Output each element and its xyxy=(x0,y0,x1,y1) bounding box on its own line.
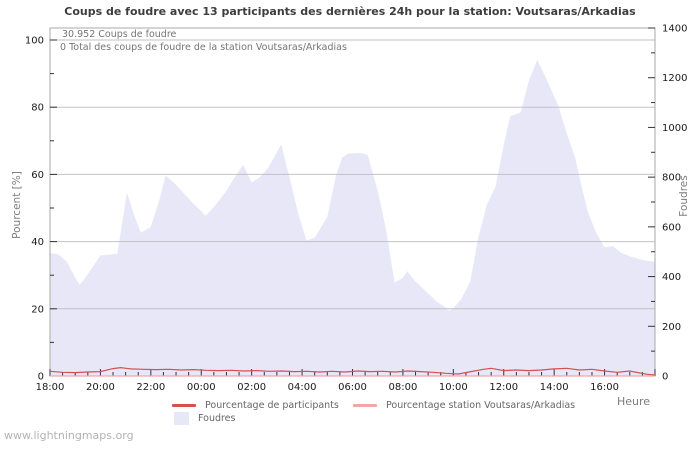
y-left-tick-label: 20 xyxy=(31,304,44,315)
x-tick-label: 04:00 xyxy=(288,382,317,393)
y-left-tick-label: 40 xyxy=(31,237,44,248)
legend-item-participants: Pourcentage de participants xyxy=(172,400,339,411)
x-tick-label: 22:00 xyxy=(136,382,165,393)
y-right-tick-label: 1200 xyxy=(662,73,687,84)
annotation-station-strikes: 0 Total des coups de foudre de la statio… xyxy=(60,42,347,53)
legend-item-station: Pourcentage station Voutsaras/Arkadias xyxy=(353,400,575,411)
x-tick-label: 16:00 xyxy=(590,382,619,393)
y-right-tick-label: 0 xyxy=(662,372,668,383)
legend-label-station: Pourcentage station Voutsaras/Arkadias xyxy=(386,400,576,411)
legend-item-foudres: Foudres xyxy=(174,412,235,425)
y-right-tick-label: 1000 xyxy=(662,123,687,134)
x-tick-label: 18:00 xyxy=(36,382,65,393)
y-axis-label-foudres: Foudres xyxy=(678,175,690,217)
area-series-foudres xyxy=(50,59,655,377)
x-tick-label: 06:00 xyxy=(338,382,367,393)
x-axis-label-heure: Heure xyxy=(616,395,650,408)
y-right-tick-label: 800 xyxy=(662,173,681,184)
chart-title: Coups de foudre avec 13 participants des… xyxy=(64,5,636,18)
line-series-0 xyxy=(49,366,656,376)
watermark: www.lightningmaps.org xyxy=(4,429,134,442)
legend-swatch-station xyxy=(353,404,377,407)
legend-swatch-foudres xyxy=(174,412,189,425)
x-tick-label: 02:00 xyxy=(237,382,266,393)
annotation-total-strikes: 30.952 Coups de foudre xyxy=(62,29,177,40)
x-tick-label: 10:00 xyxy=(439,382,468,393)
x-tick-label: 14:00 xyxy=(540,382,569,393)
y-right-tick-label: 400 xyxy=(662,272,681,283)
x-tick-label: 12:00 xyxy=(489,382,518,393)
y-left-tick-label: 100 xyxy=(25,36,44,47)
y-left-tick-label: 80 xyxy=(31,103,44,114)
y-left-tick-label: 0 xyxy=(38,372,44,383)
legend-label-participants: Pourcentage de participants xyxy=(205,400,339,411)
y-right-tick-label: 600 xyxy=(662,222,681,233)
y-axis-label-percent: Pourcent [%] xyxy=(11,171,23,239)
legend-label-foudres: Foudres xyxy=(198,413,236,424)
x-tick-label: 20:00 xyxy=(86,382,115,393)
x-tick-label: 08:00 xyxy=(389,382,418,393)
legend-swatch-participants xyxy=(172,404,196,407)
y-left-tick-label: 60 xyxy=(31,170,44,181)
y-right-tick-label: 200 xyxy=(662,322,681,333)
y-right-tick-label: 1400 xyxy=(662,24,687,35)
x-tick-label: 00:00 xyxy=(187,382,216,393)
